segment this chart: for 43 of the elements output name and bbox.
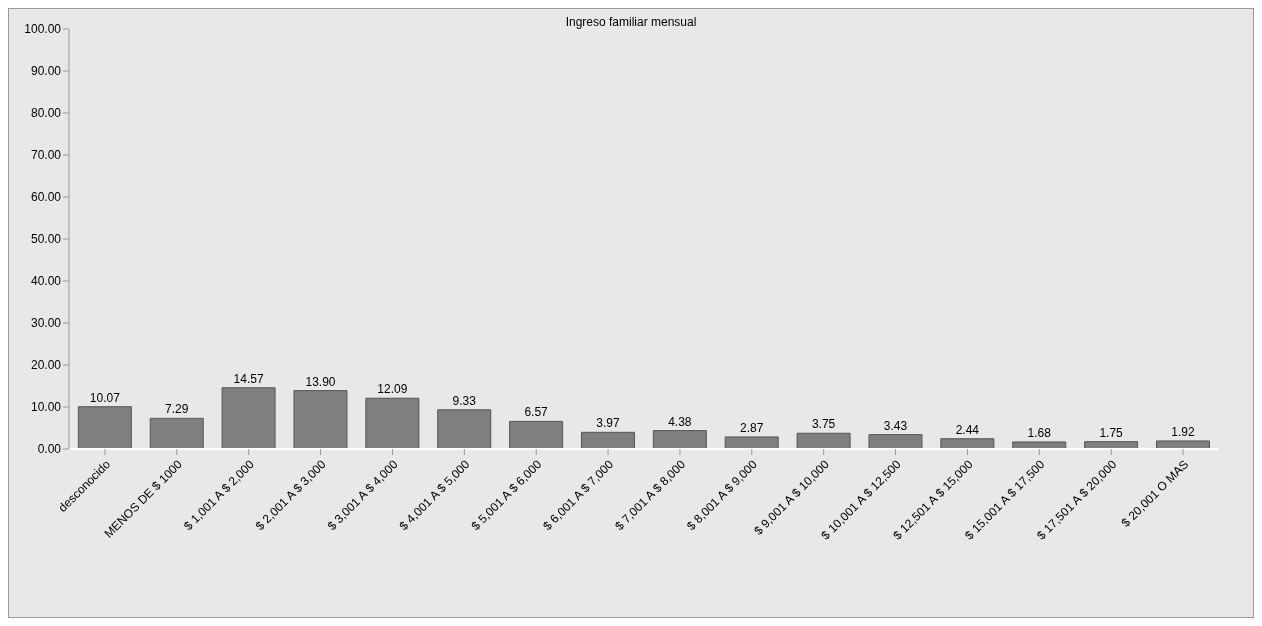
bar	[437, 409, 492, 449]
bar	[652, 430, 707, 449]
data-label: 1.75	[1099, 425, 1124, 440]
bar	[293, 390, 348, 449]
y-tick-label: 40.00	[30, 274, 62, 289]
data-label: 12.09	[377, 382, 408, 397]
y-tick-label: 30.00	[30, 316, 62, 331]
data-label: 6.57	[524, 405, 549, 420]
data-label: 3.43	[883, 418, 908, 433]
y-tick-label: 10.00	[30, 400, 62, 415]
y-tick-label: 50.00	[30, 232, 62, 247]
bar	[724, 436, 779, 449]
data-label: 13.90	[305, 374, 336, 389]
y-tick-label: 80.00	[30, 106, 62, 121]
bar	[509, 420, 564, 449]
data-label: 10.07	[89, 390, 121, 405]
y-tick-label: 60.00	[30, 190, 62, 205]
bar	[221, 387, 276, 449]
y-tick-label: 90.00	[30, 64, 62, 79]
bar	[77, 406, 132, 449]
data-label: 3.97	[596, 416, 620, 431]
data-label: 9.33	[452, 393, 477, 408]
data-label: 14.57	[233, 371, 264, 386]
bar	[1012, 441, 1067, 449]
data-label: 4.38	[668, 414, 692, 429]
data-label: 1.68	[1027, 425, 1052, 440]
data-label: 1.92	[1171, 424, 1195, 439]
y-tick-label: 0.00	[37, 442, 62, 457]
bar	[868, 434, 923, 449]
y-tick-label: 70.00	[30, 148, 62, 163]
bar	[1155, 440, 1210, 449]
bar	[940, 438, 995, 449]
y-tick-label: 100.00	[24, 22, 62, 37]
bar	[580, 431, 635, 449]
bar	[365, 397, 420, 449]
data-label: 2.87	[740, 420, 764, 435]
bar	[149, 417, 204, 449]
chart-title: Ingreso familiar mensual	[565, 15, 697, 29]
y-tick-label: 20.00	[30, 358, 62, 373]
data-label: 3.75	[811, 417, 836, 432]
data-label: 2.44	[955, 422, 980, 437]
data-label: 7.29	[165, 402, 189, 417]
bar	[796, 432, 851, 449]
